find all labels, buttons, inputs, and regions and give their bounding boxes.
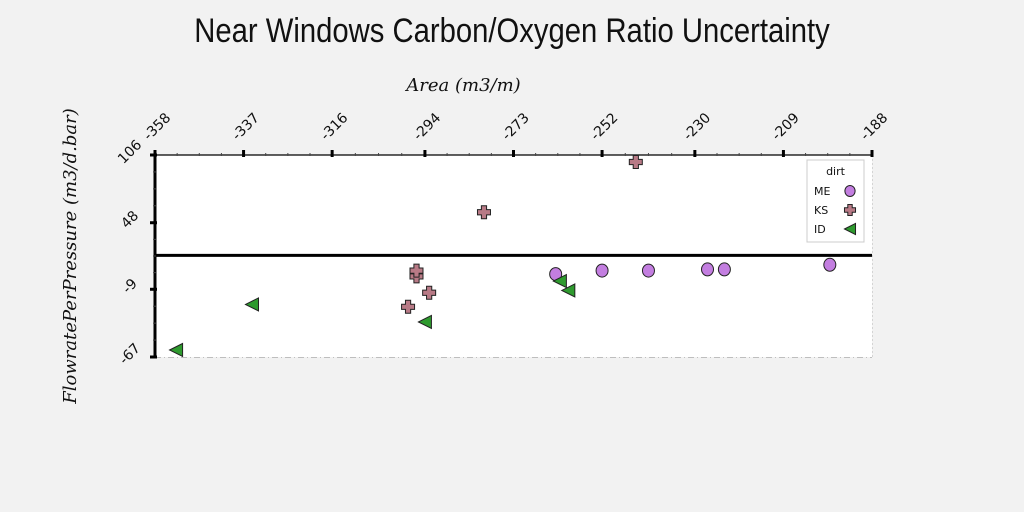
data-point-me: [701, 262, 715, 277]
legend-marker-ks: [843, 203, 857, 217]
data-point-id: [244, 297, 260, 312]
data-point-ks: [401, 299, 416, 314]
x-tick-label: -316: [318, 110, 352, 144]
y-tick-label: 48: [118, 208, 142, 232]
x-tick-label: -337: [229, 110, 263, 144]
x-tick-label: -294: [410, 110, 444, 144]
x-tick-label: -252: [588, 110, 622, 144]
legend: dirt ME KS ID: [806, 159, 865, 243]
y-tick-label: 106: [115, 137, 145, 167]
data-points: [168, 155, 837, 358]
x-tick-label: -273: [499, 110, 533, 144]
data-point-me: [717, 262, 731, 277]
x-axis-label: Area (m3/m): [404, 75, 520, 96]
chart-title: Near Windows Carbon/Oxygen Ratio Uncerta…: [194, 12, 830, 50]
data-point-ks: [628, 155, 643, 170]
y-tick-label: -9: [120, 276, 141, 297]
data-point-id: [168, 342, 184, 358]
legend-marker-id: [843, 222, 857, 236]
legend-marker-me: [844, 184, 856, 198]
data-point-ks: [409, 263, 424, 278]
legend-title: dirt: [826, 165, 846, 178]
x-tick-label: -209: [769, 110, 803, 144]
data-point-id: [552, 273, 567, 289]
x-ticks: -358 -337 -316 -294 -273 -252 -230 -209 -188: [141, 110, 892, 157]
x-tick-label: -188: [858, 110, 892, 144]
data-point-ks: [476, 205, 491, 220]
x-tick-label: -230: [680, 110, 714, 144]
x-tick-label: -358: [141, 110, 175, 144]
data-point-me: [641, 263, 655, 278]
legend-label-id: ID: [814, 223, 826, 236]
data-point-id: [417, 314, 432, 330]
y-ticks: -67 -9 48 106: [115, 137, 157, 368]
data-point-ks: [422, 285, 437, 300]
axis-labels: Area (m3/m) FlowratePerPressure (m3/d.bar…: [60, 75, 521, 405]
legend-label-ks: KS: [814, 204, 828, 217]
legend-label-me: ME: [814, 185, 830, 198]
data-point-id: [560, 283, 576, 298]
y-tick-label: -67: [116, 340, 143, 367]
y-axis-label: FlowratePerPressure (m3/d.bar): [60, 108, 81, 404]
data-point-me: [823, 257, 837, 272]
data-point-me: [595, 263, 609, 278]
